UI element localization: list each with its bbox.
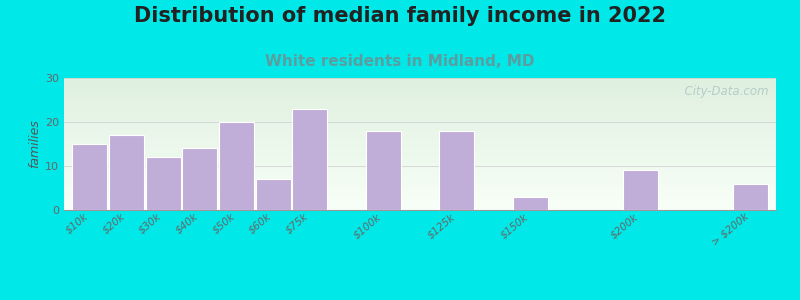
- Bar: [733, 184, 768, 210]
- Bar: [72, 144, 107, 210]
- Bar: [182, 148, 218, 210]
- Text: City-Data.com: City-Data.com: [678, 85, 769, 98]
- Bar: [256, 179, 290, 210]
- Bar: [219, 122, 254, 210]
- Bar: [622, 170, 658, 210]
- Y-axis label: families: families: [28, 120, 41, 168]
- Text: Distribution of median family income in 2022: Distribution of median family income in …: [134, 6, 666, 26]
- Bar: [439, 131, 474, 210]
- Bar: [146, 157, 181, 210]
- Text: White residents in Midland, MD: White residents in Midland, MD: [266, 54, 534, 69]
- Bar: [109, 135, 144, 210]
- Bar: [366, 131, 401, 210]
- Bar: [293, 109, 327, 210]
- Bar: [513, 197, 547, 210]
